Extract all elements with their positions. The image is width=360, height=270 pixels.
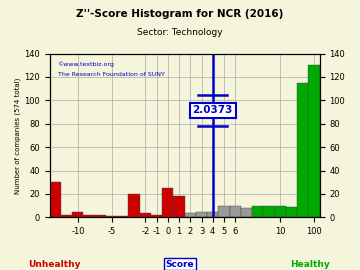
Bar [185,213,196,217]
Bar [50,182,61,217]
Bar [95,215,106,217]
Text: Z''-Score Histogram for NCR (2016): Z''-Score Histogram for NCR (2016) [76,9,284,19]
Bar [151,215,162,217]
Text: Score: Score [166,260,194,269]
Bar [297,83,308,217]
Bar [84,215,95,217]
Y-axis label: Number of companies (574 total): Number of companies (574 total) [15,77,22,194]
Bar [263,206,275,217]
Bar [286,207,297,217]
Bar [219,206,230,217]
Bar [129,194,140,217]
Bar [162,188,174,217]
Bar [196,211,207,217]
Bar [207,211,219,217]
Bar [72,211,84,217]
Bar [241,208,252,217]
Bar [252,206,263,217]
Bar [140,213,151,217]
Bar [174,196,185,217]
Bar [275,206,286,217]
Text: 2.0373: 2.0373 [193,105,233,115]
Bar [308,65,320,217]
Text: Unhealthy: Unhealthy [28,260,80,269]
Bar [106,216,117,217]
Bar [117,216,129,217]
Text: Healthy: Healthy [290,260,329,269]
Text: The Research Foundation of SUNY: The Research Foundation of SUNY [58,72,165,77]
Bar [230,206,241,217]
Text: Sector: Technology: Sector: Technology [137,28,223,37]
Text: ©www.textbiz.org: ©www.textbiz.org [58,62,114,68]
Bar [61,215,72,217]
